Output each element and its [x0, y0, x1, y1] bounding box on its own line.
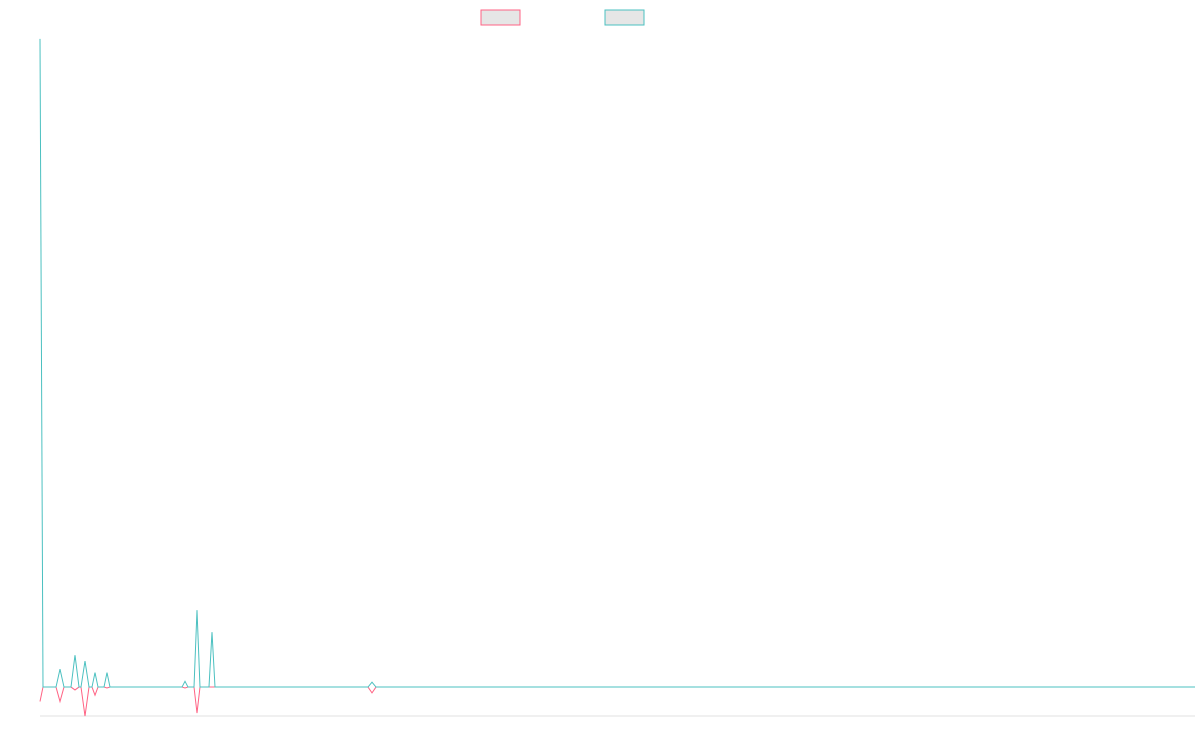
series-line — [39, 686, 1195, 717]
legend-swatch — [480, 9, 521, 26]
series-line — [39, 38, 1195, 688]
legend-swatch — [604, 9, 645, 26]
